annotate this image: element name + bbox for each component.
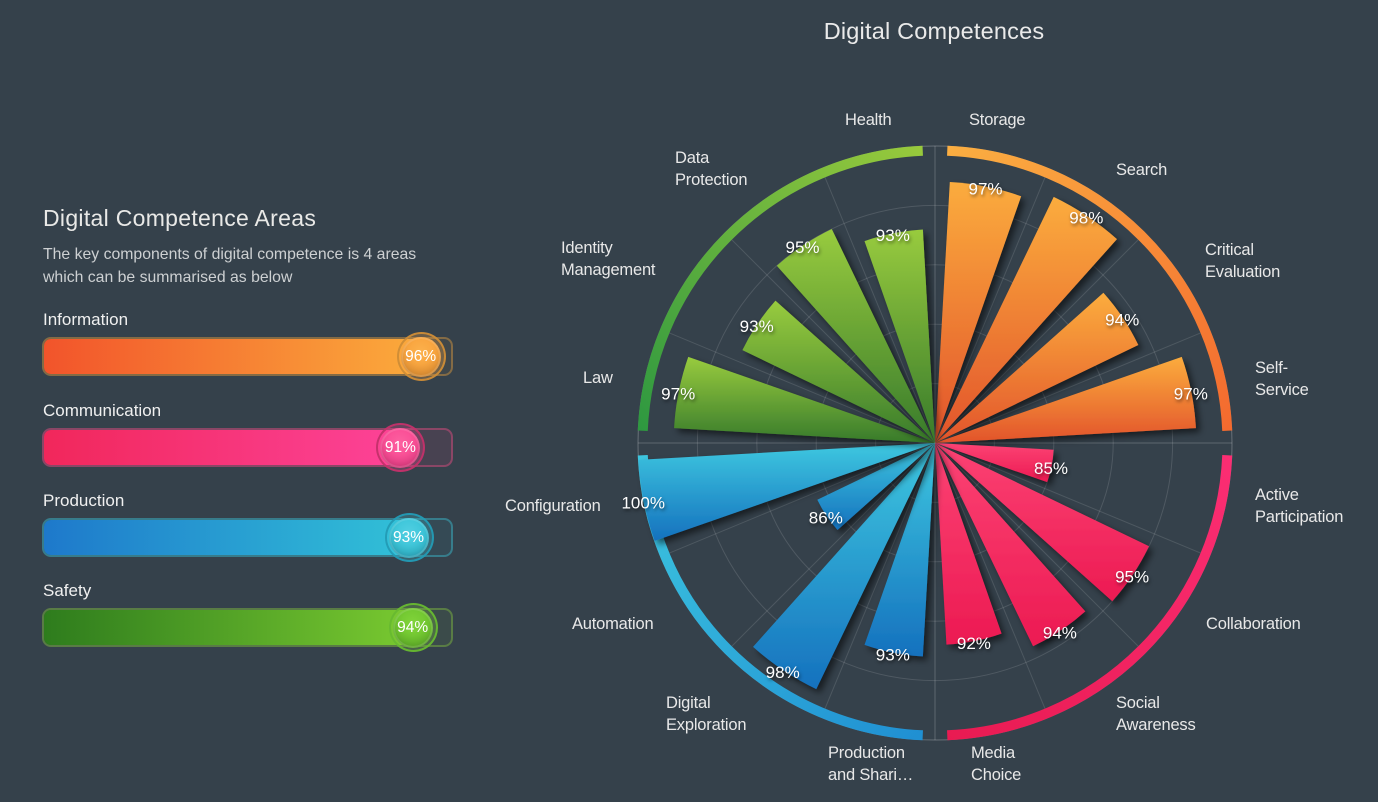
svg-text:92%: 92% xyxy=(957,634,991,653)
svg-text:86%: 86% xyxy=(809,508,843,527)
svg-text:98%: 98% xyxy=(1069,209,1103,228)
svg-text:94%: 94% xyxy=(1043,623,1077,642)
svg-text:95%: 95% xyxy=(785,238,819,257)
svg-text:97%: 97% xyxy=(661,385,695,404)
svg-text:98%: 98% xyxy=(766,663,800,682)
svg-text:93%: 93% xyxy=(876,645,910,664)
svg-text:95%: 95% xyxy=(1115,568,1149,587)
svg-text:100%: 100% xyxy=(621,494,664,513)
svg-text:93%: 93% xyxy=(740,317,774,336)
svg-text:97%: 97% xyxy=(1174,385,1208,404)
svg-text:97%: 97% xyxy=(968,179,1002,198)
svg-text:94%: 94% xyxy=(1105,310,1139,329)
svg-text:93%: 93% xyxy=(876,226,910,245)
svg-text:85%: 85% xyxy=(1034,459,1068,478)
